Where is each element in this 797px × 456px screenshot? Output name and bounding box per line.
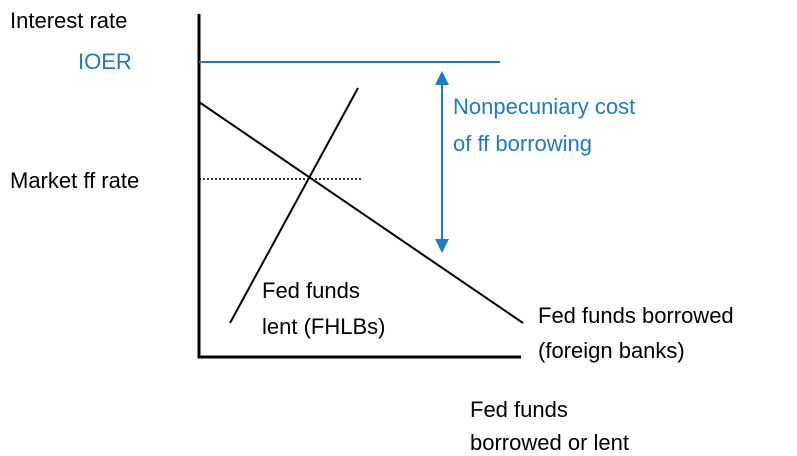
supply-label: lent (FHLBs): [262, 314, 385, 339]
y-axis-label: Interest rate: [10, 8, 127, 33]
annotation: of ff borrowing: [453, 131, 592, 156]
demand-curve: [198, 101, 524, 324]
ioer-label: IOER: [78, 49, 132, 74]
x-axis-label: borrowed or lent: [470, 430, 629, 455]
annotation: Nonpecuniary cost: [453, 94, 635, 119]
demand-label: Fed funds borrowed: [538, 303, 734, 328]
demand-label: (foreign banks): [538, 338, 685, 363]
x-axis-label: Fed funds: [470, 397, 568, 422]
market-rate-label: Market ff rate: [10, 168, 139, 193]
supply-curve: [229, 87, 359, 324]
supply-label: Fed funds: [262, 278, 360, 303]
